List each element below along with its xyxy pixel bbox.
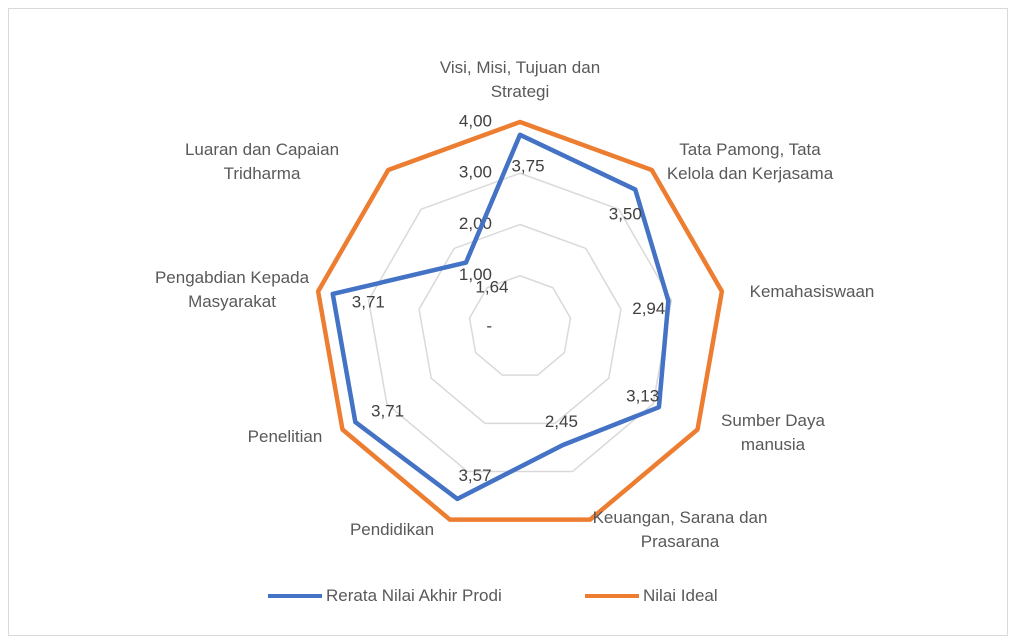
data-label: 2,45 <box>545 412 578 431</box>
grid-line <box>367 172 673 473</box>
chart-border <box>8 8 1008 636</box>
category-label: Keuangan, Sarana dan Prasarana <box>592 508 768 551</box>
r-tick-label: 3,00 <box>459 163 492 182</box>
category-label: Luaran dan Capaian Tridharma <box>184 140 340 183</box>
legend-label: Nilai Ideal <box>643 586 718 605</box>
r-tick-label: 4,00 <box>459 111 492 130</box>
category-label: Penelitian <box>247 427 323 446</box>
data-label: 3,71 <box>371 402 404 421</box>
data-label: 3,71 <box>352 292 385 311</box>
category-label: Tata Pamong, Tata Kelola dan Kerjasama <box>666 140 834 183</box>
grid-line <box>418 223 622 425</box>
category-label: Pendidikan <box>349 520 435 539</box>
legend-item: Nilai Ideal <box>585 586 718 606</box>
legend-swatch <box>268 594 322 598</box>
series-line <box>315 119 725 522</box>
category-label: Pengabdian Kepada Masyarakat <box>154 268 310 311</box>
legend-label: Rerata Nilai Akhir Prodi <box>326 586 502 605</box>
series-line <box>330 132 671 502</box>
data-label: 3,13 <box>626 387 659 406</box>
legend-item: Rerata Nilai Akhir Prodi <box>268 586 502 606</box>
data-label: 2,94 <box>632 299 665 318</box>
data-label: 1,64 <box>475 278 508 297</box>
r-tick-label: 1,00 <box>459 265 492 284</box>
r-tick-label: - <box>486 316 492 335</box>
category-label: Visi, Misi, Tujuan dan Strategi <box>439 58 601 101</box>
data-label: 3,75 <box>511 156 544 175</box>
grid-line <box>468 274 572 376</box>
data-label: 3,50 <box>609 205 642 224</box>
data-label: 3,57 <box>458 466 491 485</box>
category-label: Sumber Daya manusia <box>721 411 825 454</box>
legend-swatch <box>585 594 639 598</box>
category-label: Kemahasiswaan <box>749 282 875 301</box>
